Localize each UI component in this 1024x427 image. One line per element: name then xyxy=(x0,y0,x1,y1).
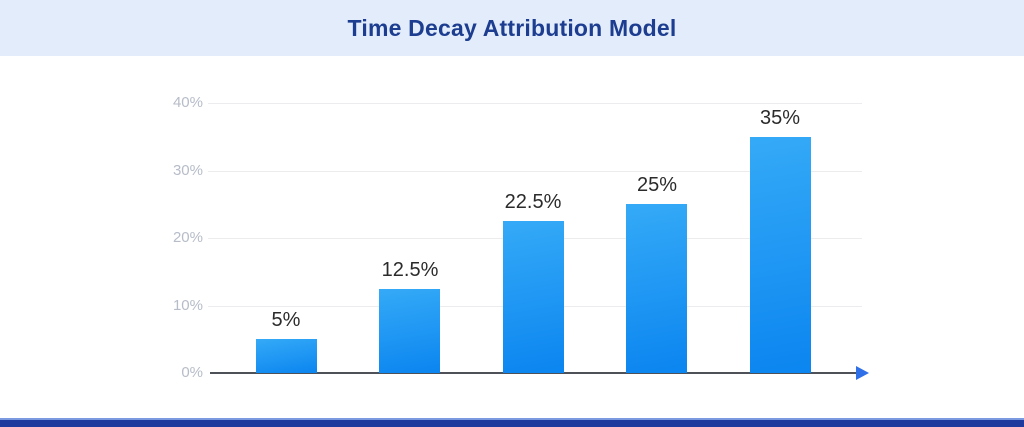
bar xyxy=(379,289,440,373)
plot-area: 40% 30% 20% 10% 0% 5% 12.5% 22.5% 25% 35% xyxy=(0,56,1024,400)
bar-value-label: 5% xyxy=(271,309,301,331)
y-tick-label: 40% xyxy=(172,94,203,111)
bar-value-label: 25% xyxy=(636,174,678,196)
x-axis-arrow-icon xyxy=(856,366,869,380)
bar-value-label: 35% xyxy=(759,107,801,129)
bar xyxy=(256,339,317,373)
footer-band xyxy=(0,420,1024,427)
gridline xyxy=(208,103,862,104)
y-tick-label: 30% xyxy=(172,162,203,179)
bar xyxy=(626,204,687,373)
y-tick-label: 0% xyxy=(181,364,203,381)
bar-value-label: 12.5% xyxy=(381,259,439,281)
bar-value-label: 22.5% xyxy=(504,191,562,213)
y-tick-label: 10% xyxy=(172,297,203,314)
x-axis-line xyxy=(210,372,856,374)
footer-accent-line xyxy=(0,418,1024,420)
bar xyxy=(503,221,564,373)
chart-header: Time Decay Attribution Model xyxy=(0,0,1024,56)
gridline xyxy=(208,171,862,172)
y-tick-label: 20% xyxy=(172,229,203,246)
chart-title: Time Decay Attribution Model xyxy=(347,14,677,41)
bar xyxy=(750,137,811,373)
